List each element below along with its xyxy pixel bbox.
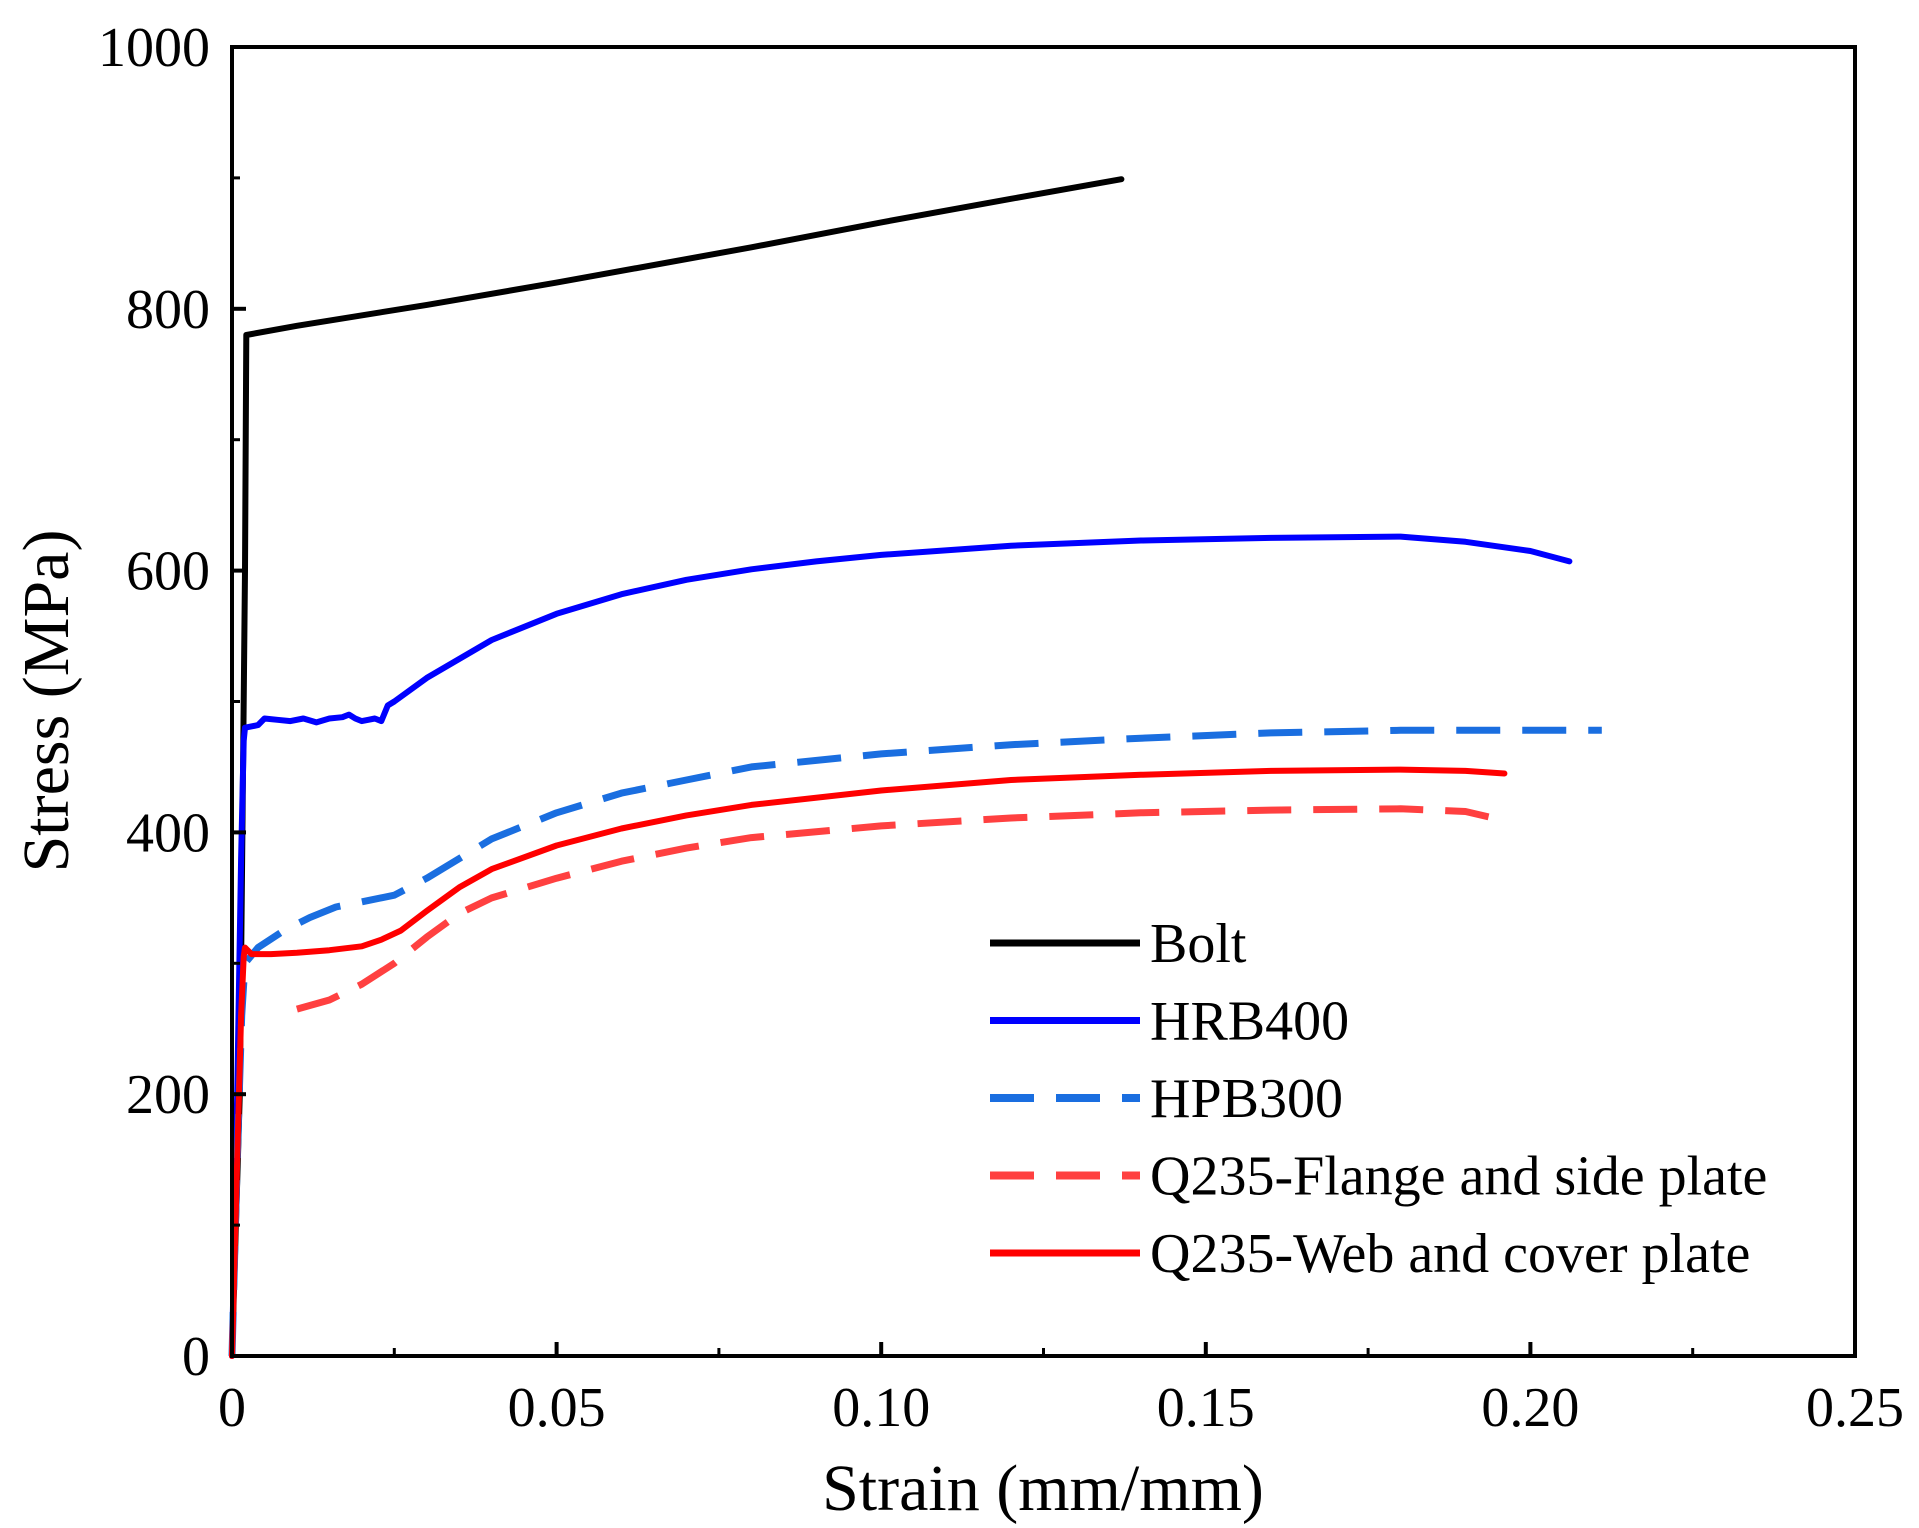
legend-item-hpb300: HPB300 <box>990 1068 1343 1130</box>
series-line-q235-web-and-cover-plate <box>229 766 1508 1359</box>
x-tick-label: 0.25 <box>1806 1377 1904 1439</box>
series-line-q235-flange-and-side-plate <box>295 805 1506 1013</box>
legend-item-q235-web-and-cover-plate: Q235-Web and cover plate <box>990 1223 1750 1285</box>
x-tick-label: 0.20 <box>1481 1377 1579 1439</box>
legend-item-bolt: Bolt <box>990 913 1247 975</box>
x-tick-label: 0.10 <box>832 1377 930 1439</box>
tick-layer: 0 0.05 0.10 0.15 0.20 0.25 0 200 400 600 800 1000 <box>98 17 1904 1439</box>
legend-item-hrb400: HRB400 <box>990 991 1349 1053</box>
legend-label: HRB400 <box>1150 991 1349 1053</box>
y-tick-label: 400 <box>126 802 210 864</box>
y-tick-label: 0 <box>182 1326 210 1388</box>
legend-label: Bolt <box>1150 913 1247 975</box>
legend-item-q235-flange-and-side-plate: Q235-Flange and side plate <box>990 1146 1767 1208</box>
x-tick-label: 0 <box>218 1377 246 1439</box>
series-line-hrb400 <box>229 533 1573 1359</box>
x-tick-label: 0.15 <box>1157 1377 1255 1439</box>
legend-label: HPB300 <box>1150 1068 1343 1130</box>
legend-label: Q235-Web and cover plate <box>1150 1223 1750 1285</box>
y-tick-label: 200 <box>126 1064 210 1126</box>
y-axis-title: Stress (MPa) <box>10 530 83 873</box>
legend-label: Q235-Flange and side plate <box>1150 1146 1767 1208</box>
x-axis-title: Strain (mm/mm) <box>822 1452 1264 1525</box>
series-layer <box>228 176 1602 1359</box>
x-tick-label: 0.05 <box>508 1377 606 1439</box>
y-tick-label: 600 <box>126 541 210 603</box>
y-tick-label: 1000 <box>98 17 210 79</box>
y-tick-label: 800 <box>126 279 210 341</box>
legend: Bolt HRB400 HPB300 Q235-Flange and side pla… <box>990 913 1767 1285</box>
